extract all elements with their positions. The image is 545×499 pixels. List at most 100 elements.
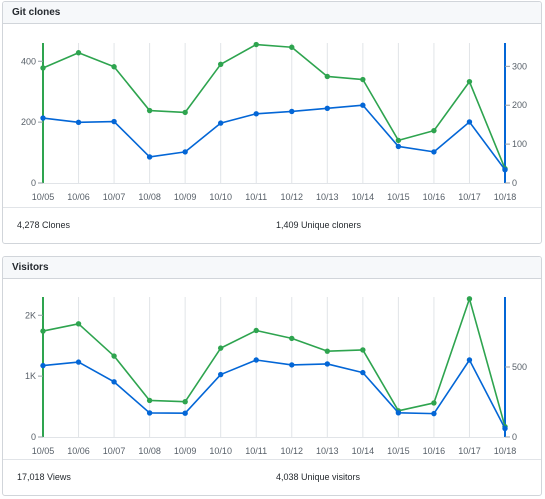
data-point (75, 50, 82, 56)
data-point (111, 118, 117, 125)
data-point (395, 410, 402, 416)
x-axis-tick-label: 10/18 (494, 192, 517, 202)
x-axis-tick-label: 10/14 (352, 446, 375, 456)
series-line (42, 359, 506, 429)
x-axis-tick-label: 10/11 (245, 446, 267, 456)
x-axis-tick-label: 10/14 (352, 192, 375, 202)
git-clones-panel: Git clones 0 200 400 0 100 200 300 10/05 10/06 10… (2, 1, 542, 244)
data-point (289, 44, 295, 50)
data-point (146, 107, 153, 114)
left-axis-tick-label: 400 (21, 56, 36, 66)
data-point (431, 410, 437, 417)
data-point (40, 362, 46, 369)
x-axis-tick-label: 10/16 (423, 446, 446, 456)
series-line (42, 298, 506, 427)
left-axis-tick-label: 200 (21, 117, 36, 127)
data-point (146, 397, 153, 404)
right-axis-tick-label: 0 (512, 432, 517, 442)
data-point (289, 335, 295, 342)
x-axis-tick-label: 10/17 (458, 192, 481, 202)
data-point (217, 120, 224, 126)
x-axis-tick-label: 10/08 (138, 192, 161, 202)
x-axis-tick-label: 10/15 (387, 446, 410, 456)
data-point (40, 115, 46, 121)
unique-visitors-total: 4,038 Unique visitors (276, 472, 361, 482)
left-axis-tick-label: 1K (25, 371, 36, 381)
data-point (182, 149, 188, 155)
data-point (217, 345, 224, 351)
data-point (360, 76, 366, 83)
data-point (360, 369, 366, 376)
data-point (146, 154, 153, 160)
visitors-panel: Visitors 0 1K 2K 0 500 10/05 10/06 10/07 10/08 10… (2, 256, 542, 496)
data-point (395, 137, 402, 144)
data-point (324, 348, 331, 354)
data-point (253, 41, 259, 48)
data-point (324, 361, 331, 367)
x-axis-tick-label: 10/08 (138, 446, 161, 456)
x-axis-tick-label: 10/07 (103, 446, 126, 456)
visitors-footer: 17,018 Views 4,038 Unique visitors (3, 459, 541, 495)
data-point (182, 410, 188, 416)
x-axis-tick-label: 10/09 (174, 192, 197, 202)
data-point (289, 108, 295, 115)
data-point (289, 362, 295, 368)
x-axis-tick-label: 10/15 (387, 192, 410, 202)
x-axis-tick-label: 10/18 (494, 446, 517, 456)
visitors-title: Visitors (3, 257, 541, 279)
data-point (40, 65, 46, 71)
unique-cloners-total: 1,409 Unique cloners (276, 220, 362, 230)
series-line (42, 43, 506, 169)
git-clones-footer: 4,278 Clones 1,409 Unique cloners (3, 207, 541, 243)
data-point (40, 328, 46, 334)
data-point (182, 398, 188, 405)
data-point (431, 400, 437, 406)
data-point (75, 359, 82, 365)
data-point (395, 143, 402, 150)
x-axis-tick-label: 10/10 (209, 446, 232, 456)
data-point (75, 119, 82, 126)
data-point (253, 327, 259, 334)
data-point (217, 61, 224, 68)
data-point (217, 371, 224, 378)
x-axis-tick-label: 10/05 (32, 446, 55, 456)
data-point (75, 321, 82, 327)
data-point (502, 425, 508, 432)
data-point (466, 78, 473, 85)
x-axis-tick-label: 10/11 (245, 192, 267, 202)
views-total: 17,018 Views (17, 472, 71, 482)
series-line (42, 104, 506, 171)
right-axis-tick-label: 0 (512, 178, 517, 188)
git-clones-chart: 0 200 400 0 100 200 300 10/05 10/06 10/07 10/08 10/… (21, 41, 527, 202)
data-point (431, 127, 437, 134)
left-axis-tick-label: 0 (31, 178, 36, 188)
visitors-chart: 0 1K 2K 0 500 10/05 10/06 10/07 10/08 10/09 10/10 1… (25, 296, 527, 456)
data-point (502, 167, 508, 173)
data-point (253, 111, 259, 117)
data-point (324, 73, 331, 80)
data-point (111, 379, 117, 385)
x-axis-tick-label: 10/16 (423, 192, 446, 202)
x-axis-tick-label: 10/06 (67, 192, 90, 202)
right-axis-tick-label: 300 (512, 61, 527, 71)
data-point (431, 149, 437, 155)
x-axis-tick-label: 10/07 (103, 192, 126, 202)
data-point (111, 64, 117, 70)
right-axis-tick-label: 500 (512, 362, 527, 372)
clones-total: 4,278 Clones (17, 220, 71, 230)
right-axis-tick-label: 100 (512, 139, 527, 149)
left-axis-tick-label: 2K (25, 310, 36, 320)
data-point (146, 410, 153, 416)
data-point (466, 119, 473, 125)
data-point (360, 102, 366, 108)
left-axis-tick-label: 0 (31, 432, 36, 442)
git-clones-title: Git clones (3, 2, 541, 24)
x-axis-tick-label: 10/06 (67, 446, 90, 456)
x-axis-tick-label: 10/13 (316, 192, 339, 202)
x-axis-tick-label: 10/17 (458, 446, 481, 456)
x-axis-tick-label: 10/13 (316, 446, 339, 456)
right-axis-tick-label: 200 (512, 100, 527, 110)
x-axis-tick-label: 10/05 (32, 192, 55, 202)
data-point (324, 105, 331, 112)
x-axis-tick-label: 10/12 (281, 192, 304, 202)
